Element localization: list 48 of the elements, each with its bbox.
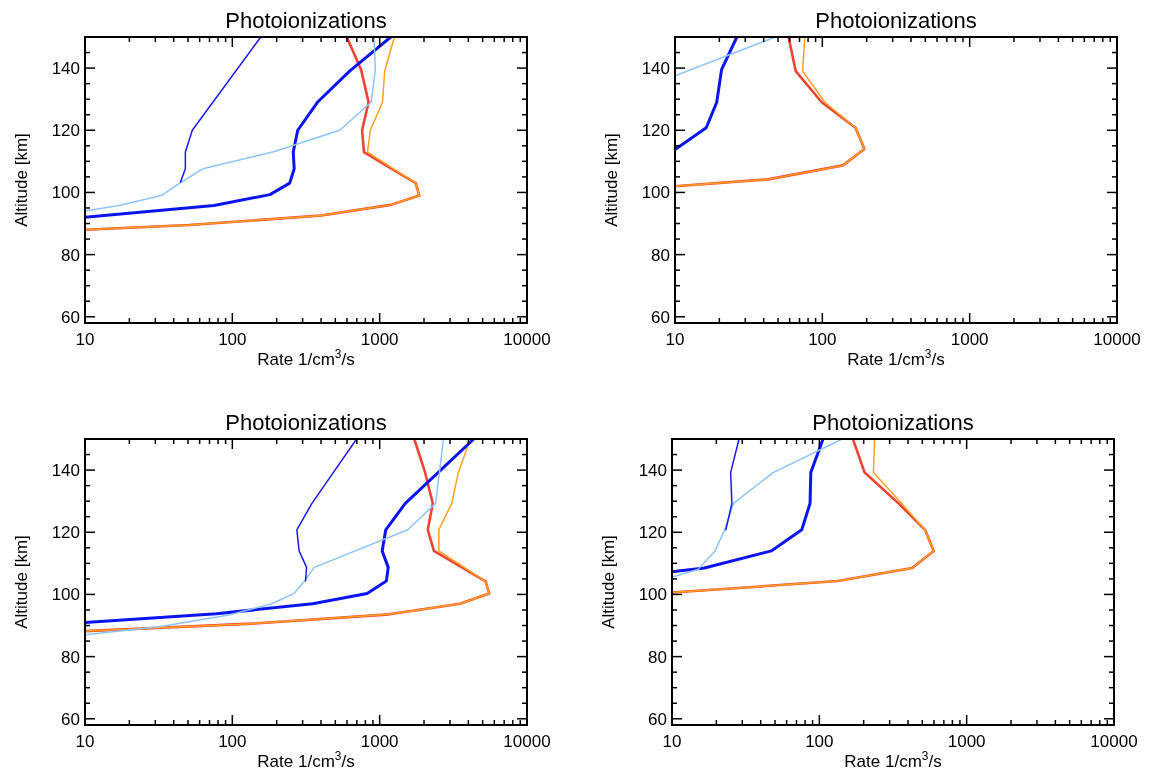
- chart-title: Photoionizations: [225, 410, 387, 435]
- y-tick-label: 100: [641, 183, 670, 203]
- y-tick-label: 100: [638, 585, 667, 605]
- x-tick-label: 10: [75, 732, 95, 751]
- y-tick-label: 80: [648, 647, 667, 667]
- x-tick-label: 10000: [1093, 330, 1141, 349]
- x-axis-title: Rate 1/cm$^{3}$/s: [847, 347, 945, 369]
- y-axis-title: Altitude [km]: [12, 535, 31, 629]
- x-tick-label: 1000: [950, 330, 989, 349]
- x-axis-title: Rate 1/cm$^{3}$/s: [257, 347, 355, 369]
- y-tick-label: 80: [61, 245, 80, 265]
- y-tick-label: 140: [51, 461, 80, 481]
- x-axis-title: Rate 1/cm$^{3}$/s: [257, 749, 355, 771]
- x-tick-label: 100: [808, 330, 837, 349]
- y-tick-label: 60: [651, 307, 670, 327]
- y-axis-title: Altitude [km]: [602, 133, 621, 227]
- x-tick-label: 10000: [503, 330, 551, 349]
- y-tick-label: 60: [61, 307, 80, 327]
- y-tick-label: 60: [648, 709, 667, 729]
- chart-title: Photoionizations: [815, 8, 977, 33]
- x-tick-label: 1000: [360, 732, 399, 751]
- chart-title: Photoionizations: [812, 410, 974, 435]
- y-tick-label: 140: [641, 59, 670, 79]
- y-tick-label: 140: [638, 461, 667, 481]
- x-tick-label: 10: [75, 330, 95, 349]
- chart-title: Photoionizations: [225, 8, 387, 33]
- y-axis-title: Altitude [km]: [12, 133, 31, 227]
- x-tick-label: 1000: [947, 732, 986, 751]
- y-tick-label: 80: [651, 245, 670, 265]
- y-tick-label: 120: [51, 121, 80, 141]
- x-tick-label: 10000: [1090, 732, 1138, 751]
- y-tick-label: 80: [61, 647, 80, 667]
- x-tick-label: 10: [665, 330, 685, 349]
- x-axis-title: Rate 1/cm$^{3}$/s: [844, 749, 942, 771]
- y-tick-label: 120: [638, 523, 667, 543]
- x-tick-label: 10: [662, 732, 682, 751]
- x-tick-label: 1000: [360, 330, 399, 349]
- y-tick-label: 100: [51, 585, 80, 605]
- x-tick-label: 100: [218, 732, 247, 751]
- y-tick-label: 120: [641, 121, 670, 141]
- x-tick-label: 100: [805, 732, 834, 751]
- x-tick-label: 10000: [503, 732, 551, 751]
- x-tick-label: 100: [218, 330, 247, 349]
- y-tick-label: 60: [61, 709, 80, 729]
- y-tick-label: 120: [51, 523, 80, 543]
- y-tick-label: 140: [51, 59, 80, 79]
- y-axis-title: Altitude [km]: [599, 535, 618, 629]
- y-tick-label: 100: [51, 183, 80, 203]
